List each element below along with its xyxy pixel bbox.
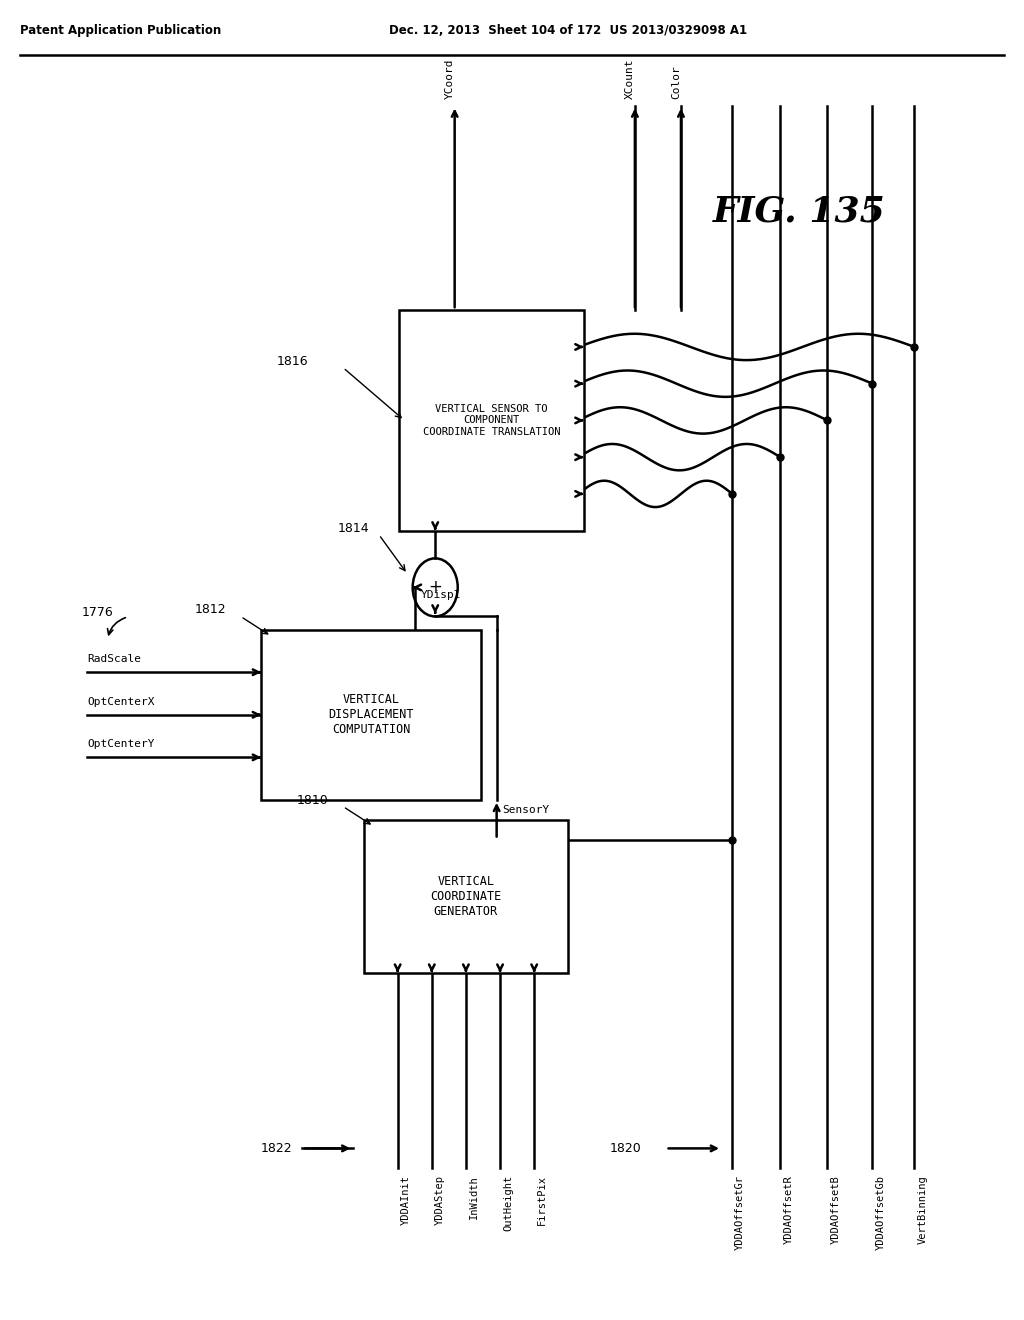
Text: 1810: 1810 bbox=[297, 793, 329, 807]
Text: Patent Application Publication: Patent Application Publication bbox=[20, 24, 222, 37]
Text: OptCenterX: OptCenterX bbox=[87, 697, 155, 708]
Text: +: + bbox=[428, 578, 442, 597]
Bar bbox=[364, 820, 568, 973]
Text: FirstPix: FirstPix bbox=[538, 1175, 547, 1225]
Text: OptCenterY: OptCenterY bbox=[87, 739, 155, 750]
Text: 1812: 1812 bbox=[195, 603, 226, 616]
Text: 1816: 1816 bbox=[276, 355, 308, 367]
Text: VertBinning: VertBinning bbox=[918, 1175, 928, 1243]
Text: SensorY: SensorY bbox=[502, 805, 549, 814]
Text: 1776: 1776 bbox=[82, 606, 114, 619]
Text: 1822: 1822 bbox=[261, 1142, 293, 1155]
Text: Color: Color bbox=[671, 65, 681, 99]
Text: YDispl: YDispl bbox=[420, 590, 461, 601]
Text: YDDAOffsetR: YDDAOffsetR bbox=[783, 1175, 794, 1243]
Bar bbox=[261, 630, 481, 800]
Text: VERTICAL
COORDINATE
GENERATOR: VERTICAL COORDINATE GENERATOR bbox=[430, 875, 502, 917]
Text: YCoord: YCoord bbox=[444, 58, 455, 99]
Text: YDDAOffsetGr: YDDAOffsetGr bbox=[735, 1175, 745, 1250]
Text: 1820: 1820 bbox=[609, 1142, 641, 1155]
Text: InWidth: InWidth bbox=[469, 1175, 479, 1218]
Text: YDDAOffsetB: YDDAOffsetB bbox=[830, 1175, 841, 1243]
Bar bbox=[399, 310, 584, 531]
Text: 1814: 1814 bbox=[338, 521, 370, 535]
Text: OutHeight: OutHeight bbox=[503, 1175, 513, 1232]
Text: Dec. 12, 2013  Sheet 104 of 172  US 2013/0329098 A1: Dec. 12, 2013 Sheet 104 of 172 US 2013/0… bbox=[389, 24, 748, 37]
Text: FIG. 135: FIG. 135 bbox=[713, 194, 885, 228]
Text: YDDAOffsetGb: YDDAOffsetGb bbox=[876, 1175, 886, 1250]
Text: RadScale: RadScale bbox=[87, 655, 141, 664]
Text: YDDAStep: YDDAStep bbox=[435, 1175, 444, 1225]
Text: YDDAInit: YDDAInit bbox=[400, 1175, 411, 1225]
Text: VERTICAL
DISPLACEMENT
COMPUTATION: VERTICAL DISPLACEMENT COMPUTATION bbox=[329, 693, 414, 737]
Text: XCount: XCount bbox=[625, 58, 635, 99]
Text: VERTICAL SENSOR TO
COMPONENT
COORDINATE TRANSLATION: VERTICAL SENSOR TO COMPONENT COORDINATE … bbox=[423, 404, 560, 437]
